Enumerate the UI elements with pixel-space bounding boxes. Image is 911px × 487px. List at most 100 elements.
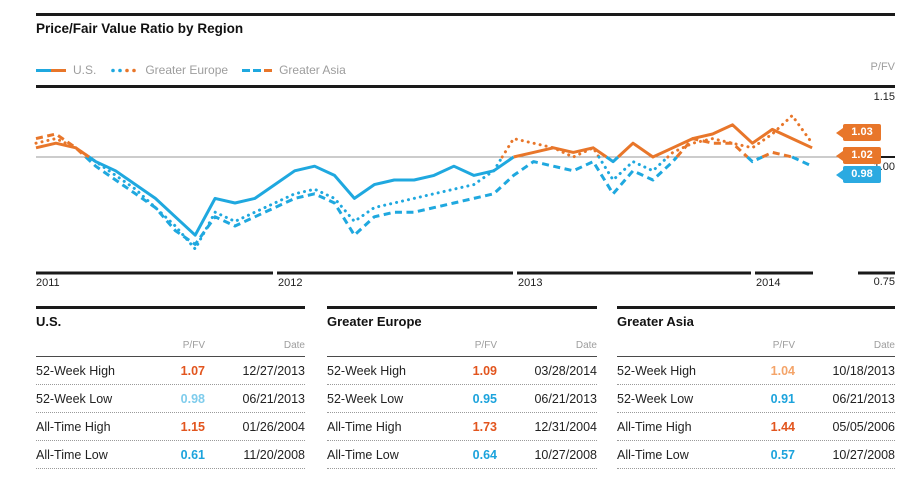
row-label: All-Time High — [327, 420, 402, 434]
row-date: 12/31/2004 — [534, 420, 597, 434]
row-label: 52-Week Low — [36, 392, 113, 406]
xtick-2013: 2013 — [518, 277, 543, 289]
table-title: U.S. — [36, 314, 62, 329]
column-header-date: Date — [575, 340, 597, 351]
row-pfv-value: 1.44 — [770, 420, 795, 434]
table-row: All-Time Low 0.61 11/20/2008 — [36, 441, 305, 469]
row-date: 11/20/2008 — [243, 448, 305, 462]
legend-label-greater-asia: Greater Asia — [279, 63, 346, 77]
row-label: 52-Week Low — [617, 392, 694, 406]
row-label: 52-Week Low — [327, 392, 404, 406]
column-header-date: Date — [283, 340, 305, 351]
us-solid-line-swatch-icon — [36, 68, 66, 72]
table-row: All-Time Low 0.57 10/27/2008 — [617, 441, 895, 469]
series-segment-u-s--above-fv — [617, 123, 813, 159]
row-label: All-Time Low — [617, 448, 689, 462]
table-row: All-Time Low 0.64 10/27/2008 — [327, 441, 597, 469]
row-pfv-value: 0.95 — [472, 392, 497, 406]
column-header-pfv: P/FV — [182, 340, 205, 351]
row-date: 03/28/2014 — [534, 364, 597, 378]
header-spacer — [36, 340, 143, 351]
table-row: All-Time High 1.73 12/31/2004 — [327, 413, 597, 441]
row-date: 05/05/2006 — [832, 420, 895, 434]
row-date: 10/27/2008 — [832, 448, 895, 462]
row-pfv-value: 1.09 — [472, 364, 497, 378]
chart-legend: U.S. Greater Europe Greater Asia — [36, 63, 346, 77]
table-top-rule — [36, 306, 305, 309]
table-header-row: P/FV Date — [36, 340, 305, 357]
series-segment-greater-europe-above-fv — [34, 137, 91, 159]
row-pfv-value: 1.15 — [180, 420, 205, 434]
xtick-2012: 2012 — [278, 277, 303, 289]
row-pfv-value: 0.61 — [180, 448, 205, 462]
row-label: All-Time Low — [36, 448, 108, 462]
series-segment-greater-asia-above-fv — [675, 137, 749, 159]
header-spacer — [327, 340, 435, 351]
table-row: All-Time High 1.15 01/26/2004 — [36, 413, 305, 441]
stats-table-greater-europe: Greater Europe P/FV Date 52-Week High 1.… — [327, 306, 597, 469]
end-value-badge-greater-europe: 1.03 — [836, 124, 881, 141]
row-date: 01/26/2004 — [242, 420, 305, 434]
series-segment-greater-europe-below-fv — [597, 155, 670, 182]
column-header-date: Date — [873, 340, 895, 351]
row-date: 10/18/2013 — [832, 364, 895, 378]
row-date: 12/27/2013 — [242, 364, 305, 378]
end-value-badge-us: 1.02 — [836, 147, 881, 164]
series-segment-u-s--above-fv — [35, 141, 90, 159]
xtick-2011: 2011 — [36, 277, 60, 289]
legend-label-us: U.S. — [73, 63, 97, 77]
row-label: 52-Week High — [327, 364, 406, 378]
table-header-row: P/FV Date — [617, 340, 895, 357]
table-row: 52-Week Low 0.91 06/21/2013 — [617, 385, 895, 413]
series-segment-greater-europe-below-fv — [87, 155, 504, 251]
series-line-greater-asia — [35, 132, 813, 246]
xtick-2014: 2014 — [756, 277, 781, 289]
table-row: 52-Week Low 0.95 06/21/2013 — [327, 385, 597, 413]
column-header-pfv: P/FV — [772, 340, 795, 351]
series-segment-greater-asia-above-fv — [761, 150, 793, 159]
europe-dotted-line-swatch-icon — [111, 68, 137, 72]
table-title: Greater Asia — [617, 314, 694, 329]
row-label: All-Time High — [36, 420, 111, 434]
row-label: All-Time Low — [327, 448, 399, 462]
table-row: 52-Week Low 0.98 06/21/2013 — [36, 385, 305, 413]
series-segment-u-s--below-fv — [605, 155, 620, 164]
table-row: All-Time High 1.44 05/05/2006 — [617, 413, 895, 441]
row-pfv-value: 0.91 — [770, 392, 795, 406]
ytick-0.75: 0.75 — [873, 276, 895, 288]
chart-top-rule-1.15-gridline — [36, 85, 895, 88]
row-label: All-Time High — [617, 420, 692, 434]
series-line-u-s- — [35, 123, 813, 237]
row-label: 52-Week High — [617, 364, 696, 378]
series-segment-u-s--above-fv — [513, 146, 608, 159]
header-spacer — [617, 340, 733, 351]
table-header-row: P/FV Date — [327, 340, 597, 357]
row-pfv-value: 0.98 — [180, 392, 205, 406]
asia-dashed-line-swatch-icon — [242, 68, 273, 72]
row-date: 06/21/2013 — [534, 392, 597, 406]
series-segment-greater-asia-below-fv — [746, 155, 763, 164]
row-date: 10/27/2008 — [534, 448, 597, 462]
row-pfv-value: 1.04 — [770, 364, 795, 378]
row-pfv-value: 0.57 — [770, 448, 795, 462]
table-top-rule — [617, 306, 895, 309]
legend-item-greater-asia: Greater Asia — [242, 63, 346, 77]
row-pfv-value: 1.73 — [472, 420, 497, 434]
pfv-line-chart — [34, 114, 895, 275]
table-row: 52-Week High 1.04 10/18/2013 — [617, 357, 895, 385]
table-top-rule — [327, 306, 597, 309]
column-header-pfv: P/FV — [474, 340, 497, 351]
stats-table-us: U.S. P/FV Date 52-Week High 1.07 12/27/2… — [36, 306, 305, 469]
row-label: 52-Week High — [36, 364, 115, 378]
row-pfv-value: 1.07 — [180, 364, 205, 378]
table-row: 52-Week High 1.09 03/28/2014 — [327, 357, 597, 385]
series-segment-greater-asia-below-fv — [791, 155, 813, 168]
legend-label-greater-europe: Greater Europe — [145, 63, 229, 77]
legend-item-greater-europe: Greater Europe — [110, 63, 228, 77]
series-segment-greater-asia-below-fv — [84, 155, 678, 246]
stats-table-greater-asia: Greater Asia P/FV Date 52-Week High 1.04… — [617, 306, 895, 469]
row-date: 06/21/2013 — [832, 392, 895, 406]
end-value-badge-greater-asia: 0.98 — [836, 166, 881, 183]
row-pfv-value: 0.64 — [472, 448, 497, 462]
